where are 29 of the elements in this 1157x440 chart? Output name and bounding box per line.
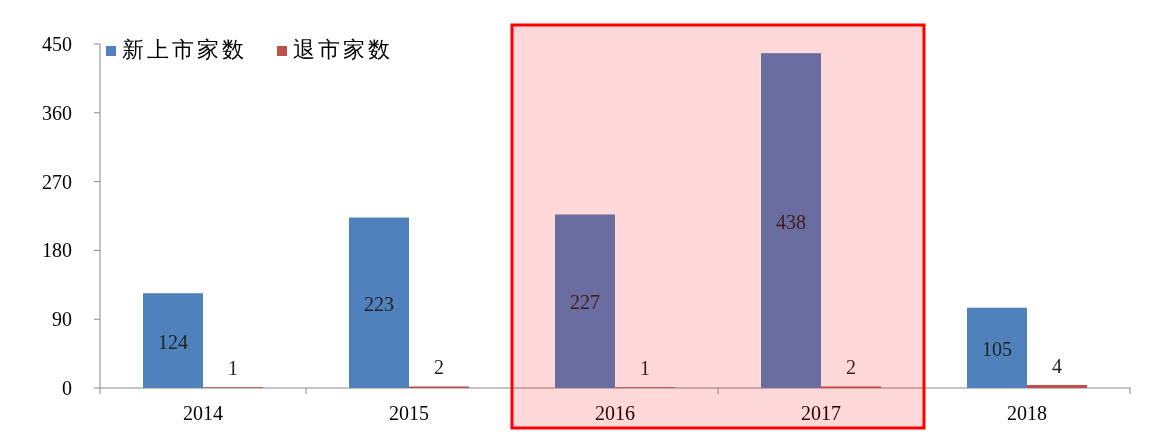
y-tick-label: 90: [52, 308, 72, 331]
data-label: 4: [1052, 354, 1062, 377]
bar: [967, 307, 1027, 388]
bar: [1027, 384, 1087, 388]
data-label: 2: [434, 356, 444, 379]
data-label: 105: [982, 337, 1012, 360]
x-tick-label: 2018: [1007, 402, 1047, 424]
bar: [761, 53, 821, 388]
data-label: 2: [846, 356, 856, 379]
y-tick-label: 450: [42, 33, 72, 55]
x-tick-label: 2016: [595, 402, 635, 424]
legend-label: 新上市家数: [122, 37, 247, 62]
bar: [143, 293, 203, 388]
x-tick-label: 2015: [389, 402, 429, 424]
bar: [349, 217, 409, 388]
x-tick-label: 2017: [801, 402, 841, 424]
y-tick-label: 180: [42, 239, 72, 262]
y-tick-label: 360: [42, 101, 72, 124]
data-label: 1: [228, 357, 238, 380]
bar: [555, 214, 615, 388]
y-tick-label: 0: [62, 377, 72, 399]
data-label: 124: [158, 330, 188, 353]
x-tick-label: 2014: [183, 402, 223, 424]
data-label: 1: [640, 357, 650, 380]
data-label: 438: [776, 210, 806, 233]
data-label: 227: [570, 291, 600, 314]
legend-label: 退市家数: [293, 37, 393, 62]
y-tick-label: 270: [42, 170, 72, 193]
data-label: 223: [364, 292, 394, 315]
